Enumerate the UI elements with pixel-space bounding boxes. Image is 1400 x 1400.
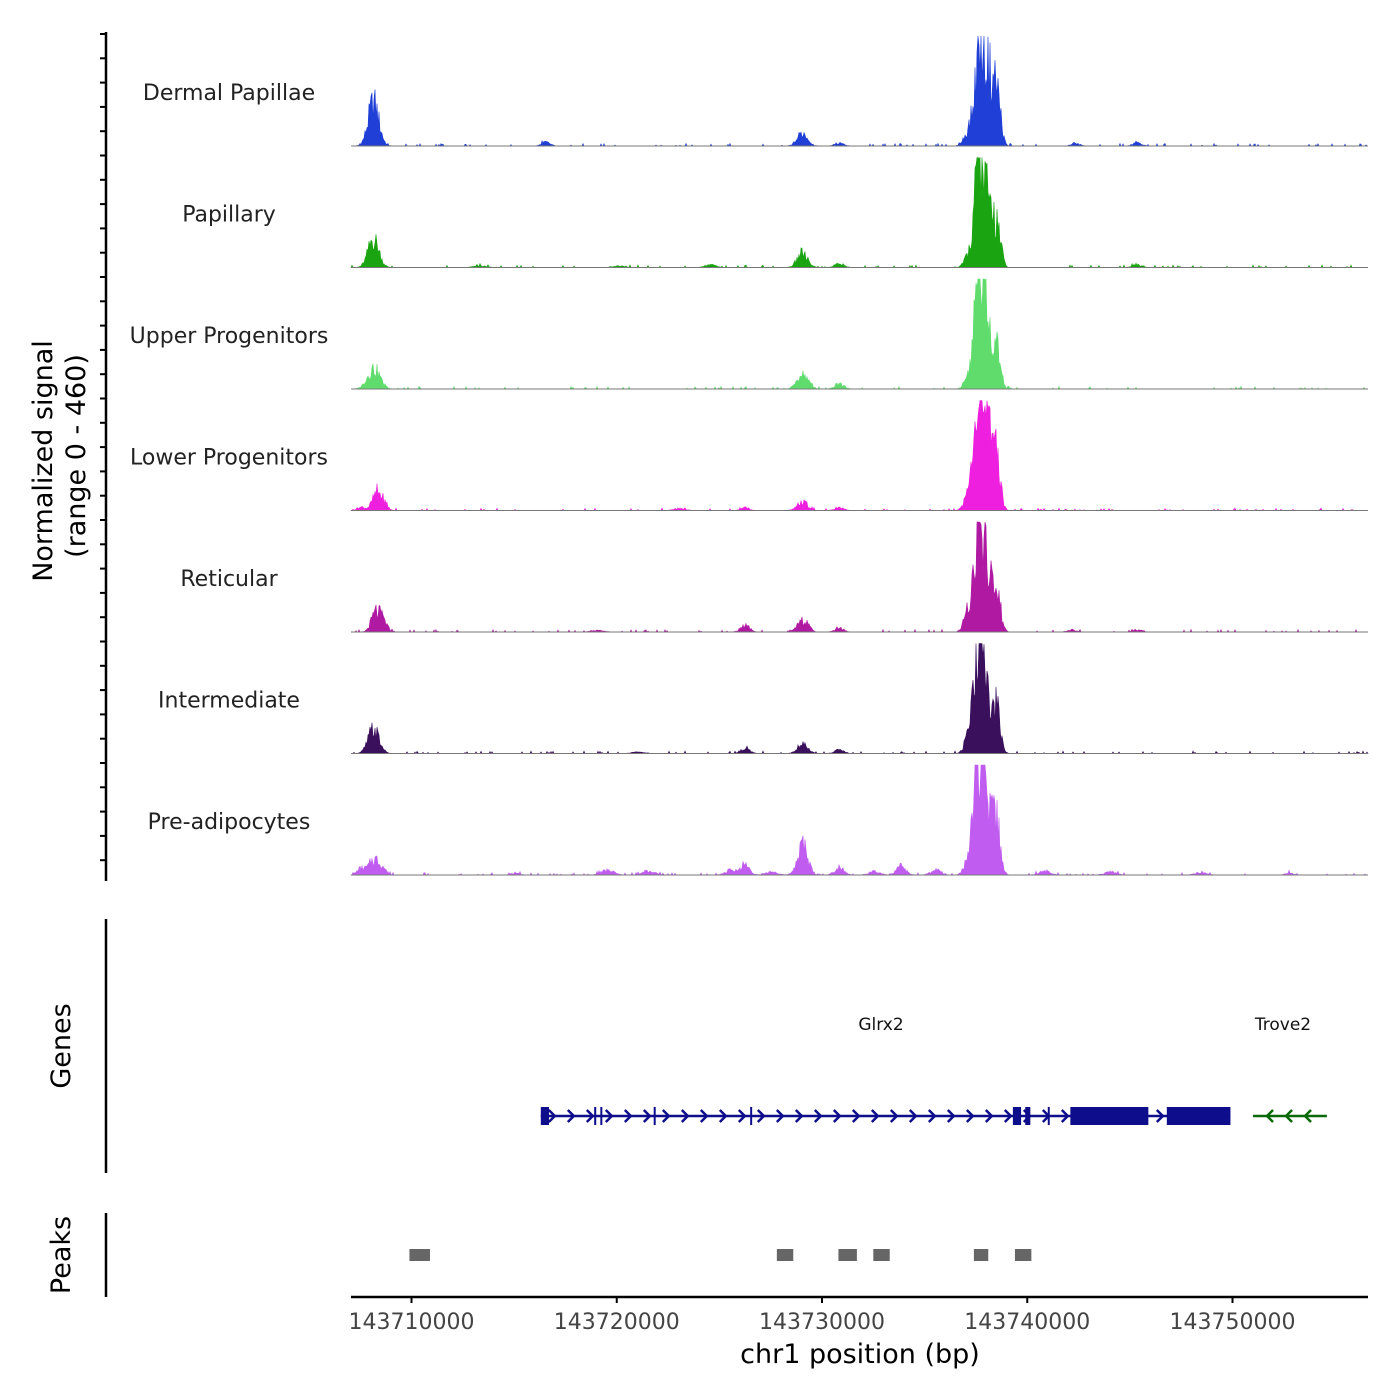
coverage-area bbox=[350, 156, 1368, 269]
strand-chevron bbox=[927, 1109, 937, 1123]
gene-exon bbox=[653, 1107, 656, 1125]
track-label: Intermediate bbox=[158, 689, 300, 714]
peak-region bbox=[776, 1249, 794, 1261]
peak-region bbox=[973, 1249, 989, 1261]
coverage-track: Upper Progenitors bbox=[130, 278, 1368, 390]
gene-exon bbox=[1166, 1107, 1231, 1125]
coverage-area bbox=[351, 521, 1368, 633]
strand-chevron bbox=[585, 1109, 595, 1123]
gene-exon bbox=[750, 1107, 753, 1125]
peak-region bbox=[409, 1249, 430, 1261]
gene-model: Trove2 bbox=[1253, 1015, 1327, 1123]
strand-chevron bbox=[699, 1109, 709, 1123]
peak-regions-track bbox=[409, 1249, 1032, 1261]
gene-exon bbox=[1025, 1107, 1031, 1125]
track-label: Upper Progenitors bbox=[130, 324, 329, 349]
gene-exon bbox=[1070, 1107, 1149, 1125]
strand-chevron bbox=[889, 1109, 899, 1123]
peak-region bbox=[1014, 1249, 1032, 1261]
gene-name-label: Trove2 bbox=[1254, 1015, 1311, 1035]
y-axis-label-line1: Normalized signal bbox=[28, 340, 59, 582]
coverage-track: Intermediate bbox=[158, 643, 1369, 755]
x-axis-tick-label: 143750000 bbox=[1170, 1310, 1296, 1335]
coverage-area bbox=[351, 35, 1368, 147]
coverage-track: Lower Progenitors bbox=[130, 400, 1368, 511]
strand-chevron bbox=[680, 1109, 690, 1123]
coverage-area bbox=[351, 643, 1369, 755]
gene-exon bbox=[540, 1107, 550, 1125]
coverage-track: Papillary bbox=[182, 156, 1368, 269]
gene-exon bbox=[1047, 1107, 1050, 1125]
strand-chevron bbox=[1155, 1109, 1165, 1123]
strand-chevron bbox=[737, 1109, 747, 1123]
track-label: Pre-adipocytes bbox=[148, 810, 311, 835]
gene-exon bbox=[594, 1107, 597, 1125]
strand-chevron bbox=[870, 1109, 880, 1123]
track-label: Lower Progenitors bbox=[130, 446, 328, 471]
peak-region bbox=[873, 1249, 890, 1261]
x-axis-ticks: 143710000 143720000 143730000 143740000 1437… bbox=[349, 1297, 1296, 1335]
strand-chevron bbox=[566, 1109, 576, 1123]
strand-chevron bbox=[832, 1109, 842, 1123]
strand-chevron bbox=[813, 1109, 823, 1123]
coverage-area bbox=[350, 400, 1368, 511]
coverage-tracks: Dermal Papillae Papillary Upper Progenitor… bbox=[130, 35, 1369, 876]
x-axis-tick-label: 143740000 bbox=[964, 1310, 1090, 1335]
gene-model: Glrx2 bbox=[540, 1015, 1231, 1125]
strand-chevron bbox=[775, 1109, 785, 1123]
y-axis-label-line2: (range 0 - 460) bbox=[61, 354, 92, 558]
gene-annotation-track: Glrx2 Trove2 bbox=[540, 1015, 1327, 1125]
strand-chevron bbox=[718, 1109, 728, 1123]
strand-chevron bbox=[965, 1109, 975, 1123]
strand-chevron bbox=[1003, 1109, 1013, 1123]
strand-chevron bbox=[547, 1109, 557, 1123]
strand-chevron bbox=[756, 1109, 766, 1123]
strand-chevron bbox=[946, 1109, 956, 1123]
strand-chevron bbox=[794, 1109, 804, 1123]
strand-chevron bbox=[661, 1109, 671, 1123]
strand-chevron bbox=[1284, 1109, 1293, 1123]
gene-exon bbox=[600, 1107, 603, 1125]
coverage-y-axis-ticks bbox=[100, 33, 106, 862]
peak-region bbox=[838, 1249, 857, 1261]
strand-chevron bbox=[851, 1109, 861, 1123]
genes-track-label: Genes bbox=[46, 1003, 77, 1088]
coverage-area bbox=[351, 278, 1368, 390]
coverage-track: Dermal Papillae bbox=[143, 35, 1368, 147]
strand-chevron bbox=[1060, 1109, 1070, 1123]
strand-chevron bbox=[908, 1109, 918, 1123]
strand-chevron bbox=[604, 1109, 614, 1123]
strand-chevron bbox=[623, 1109, 633, 1123]
coverage-area bbox=[350, 764, 1368, 876]
track-label: Dermal Papillae bbox=[143, 81, 315, 106]
x-axis-tick-label: 143730000 bbox=[759, 1310, 885, 1335]
strand-chevron bbox=[642, 1109, 652, 1123]
strand-chevron bbox=[1265, 1109, 1274, 1123]
coverage-track: Pre-adipocytes bbox=[148, 764, 1368, 876]
strand-chevron bbox=[984, 1109, 994, 1123]
x-axis-tick-label: 143720000 bbox=[554, 1310, 680, 1335]
track-label: Papillary bbox=[182, 203, 276, 228]
track-label: Reticular bbox=[180, 567, 278, 592]
coverage-track: Reticular bbox=[180, 521, 1368, 633]
strand-chevron bbox=[1303, 1109, 1312, 1123]
gene-name-label: Glrx2 bbox=[858, 1015, 903, 1035]
x-axis-tick-label: 143710000 bbox=[349, 1310, 475, 1335]
gene-exon bbox=[1012, 1107, 1022, 1125]
x-axis-label: chr1 position (bp) bbox=[740, 1339, 980, 1370]
peaks-track-label: Peaks bbox=[46, 1216, 77, 1294]
